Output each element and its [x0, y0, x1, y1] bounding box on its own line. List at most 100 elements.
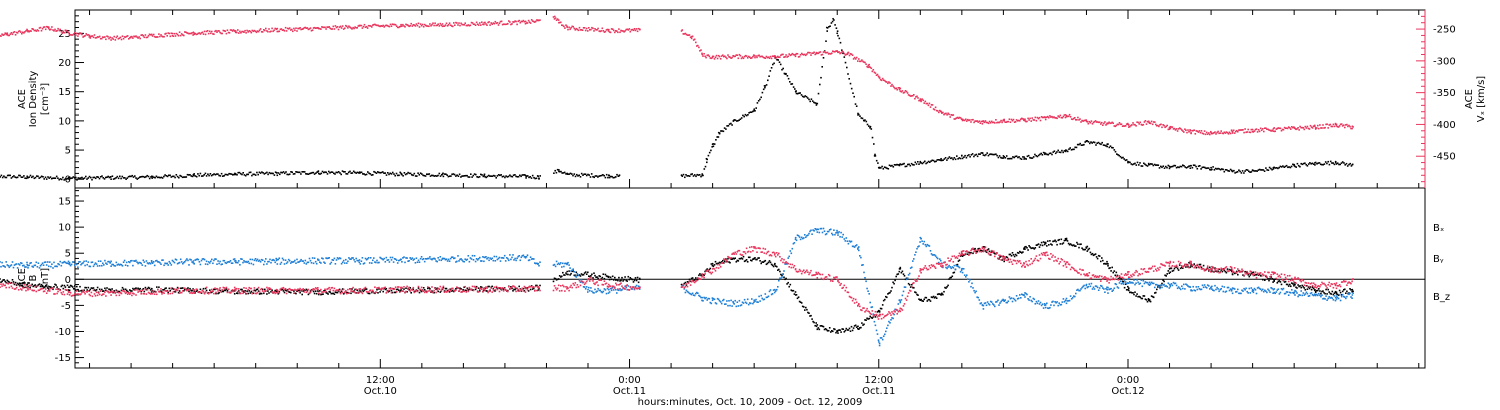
- bx-dot: [327, 293, 329, 295]
- bx-dot: [174, 291, 177, 293]
- by-dot: [619, 288, 621, 290]
- density-dot: [360, 171, 363, 174]
- by-dot: [845, 237, 848, 239]
- density-dot: [531, 174, 534, 177]
- velocity-dot: [561, 24, 563, 26]
- velocity-dot: [236, 31, 238, 34]
- velocity-dot: [1044, 118, 1047, 121]
- bx-dot: [236, 292, 238, 294]
- bx-dot: [771, 264, 774, 267]
- velocity-dot: [129, 37, 131, 39]
- density-dot: [1205, 167, 1207, 170]
- bx-dot: [612, 279, 615, 281]
- velocity-dot: [38, 27, 41, 29]
- velocity-dot: [230, 29, 233, 31]
- density-dot: [778, 61, 781, 63]
- bx-dot: [716, 262, 719, 265]
- bx-dot: [1039, 244, 1042, 246]
- density-dot: [233, 173, 235, 176]
- velocity-dot: [430, 25, 432, 27]
- density-dot: [247, 173, 249, 176]
- bx-dot: [897, 273, 900, 275]
- velocity-series: [0, 15, 1354, 136]
- by-dot: [906, 277, 909, 279]
- by-dot: [444, 258, 447, 261]
- velocity-dot: [502, 23, 505, 25]
- bx-dot: [1248, 275, 1251, 278]
- density-dot: [530, 177, 533, 179]
- bx-dot: [1076, 241, 1078, 244]
- by-dot: [348, 257, 350, 259]
- velocity-dot: [601, 27, 604, 30]
- bx-dot: [792, 289, 795, 292]
- density-dot: [370, 174, 373, 176]
- velocity-dot: [1276, 127, 1279, 130]
- bx-dot: [0, 278, 1, 280]
- bx-dot: [1137, 295, 1139, 298]
- density-dot: [1152, 164, 1155, 167]
- bx-dot: [957, 260, 960, 262]
- by-dot: [594, 288, 596, 291]
- density-dot: [881, 165, 883, 168]
- density-dot: [1270, 167, 1272, 170]
- bx-dot: [462, 288, 464, 291]
- bx-dot: [931, 296, 934, 299]
- density-dot: [1092, 141, 1095, 143]
- by-dot: [738, 299, 741, 302]
- bx-dot: [828, 327, 831, 329]
- bx-dot-point: [67, 286, 70, 288]
- bx-dot: [1290, 285, 1292, 288]
- velocity-dot: [1057, 115, 1059, 117]
- density-dot: [1105, 145, 1107, 147]
- velocity-dot: [203, 30, 206, 33]
- density-dot: [1199, 165, 1201, 167]
- density-dot: [433, 175, 436, 177]
- bx-dot: [958, 259, 961, 261]
- velocity-dot: [811, 52, 813, 54]
- velocity-dot: [457, 24, 459, 26]
- velocity-dot: [165, 32, 167, 35]
- velocity-dot: [1299, 125, 1301, 128]
- bx-dot: [448, 291, 451, 293]
- by-dot: [756, 301, 758, 303]
- by-dot: [567, 261, 569, 264]
- velocity-dot: [506, 23, 508, 25]
- velocity-dot: [1011, 119, 1014, 122]
- by-dot: [223, 259, 226, 262]
- bx-dot: [838, 329, 840, 331]
- velocity-dot: [735, 54, 738, 56]
- bx-dot: [218, 292, 220, 294]
- velocity-dot: [1064, 116, 1067, 119]
- bx-dot: [778, 268, 780, 271]
- density-dot: [964, 154, 966, 157]
- velocity-dot: [1037, 117, 1040, 120]
- density-dot: [533, 176, 535, 179]
- velocity-dot: [1047, 115, 1049, 118]
- by-dot: [791, 247, 794, 250]
- velocity-dot: [401, 25, 403, 27]
- velocity-dot: [930, 104, 933, 106]
- density-dot: [608, 176, 611, 179]
- density-dot: [213, 173, 215, 175]
- density-dot: [507, 175, 510, 178]
- by-dot: [25, 266, 27, 268]
- velocity-dot: [1172, 128, 1175, 130]
- bx-dot: [1047, 240, 1049, 242]
- by-dot: [798, 236, 801, 238]
- bx-dot: [429, 287, 431, 290]
- bx-dot: [925, 296, 928, 299]
- bx-dot: [385, 288, 388, 290]
- velocity-dot: [631, 28, 634, 31]
- velocity-dot: [220, 32, 222, 35]
- by-dot: [298, 261, 300, 263]
- by-dot: [531, 258, 534, 260]
- velocity-dot: [378, 25, 380, 27]
- by-dot: [37, 262, 40, 264]
- density-dot: [1305, 163, 1307, 166]
- by-dot: [491, 257, 493, 260]
- density-dot: [593, 176, 595, 179]
- bx-dot: [403, 288, 405, 290]
- density-dot: [1133, 163, 1135, 165]
- density-dot: [470, 173, 472, 175]
- top-right-y-axis: -250-300-350-400-450: [1416, 10, 1456, 188]
